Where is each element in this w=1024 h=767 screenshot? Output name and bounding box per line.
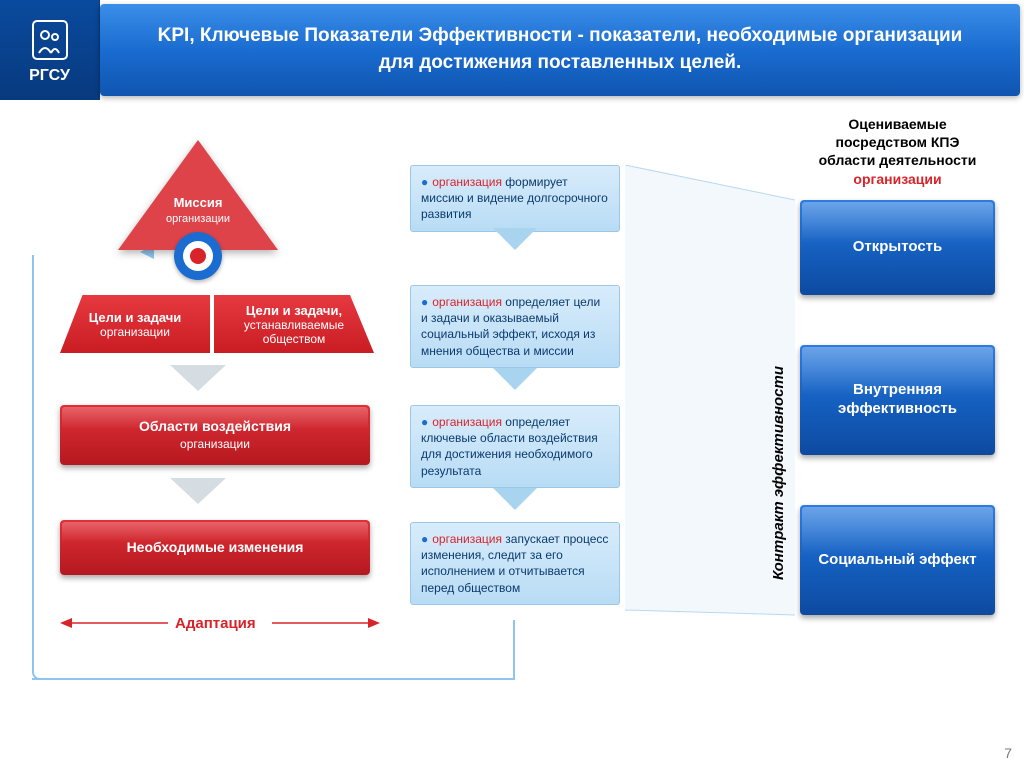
logo-icon	[25, 15, 75, 65]
goals-org-trap: Цели и задачи организации	[60, 295, 210, 353]
gray-arrow-2	[170, 478, 226, 504]
header: РГСУ KPI, Ключевые Показатели Эффективно…	[0, 0, 1024, 100]
blue-box-eff-text: Внутренняя эффективность	[808, 381, 987, 419]
donut-icon	[174, 232, 222, 280]
blue-box-efficiency: Внутренняя эффективность	[800, 345, 995, 455]
blue-box-open-text: Открытость	[853, 238, 943, 257]
gray-arrow-1	[170, 365, 226, 391]
changes-box: Необходимые изменения	[60, 520, 370, 575]
logo-text: РГСУ	[29, 67, 70, 85]
changes-text: Необходимые изменения	[127, 539, 304, 556]
goals-org-sub: организации	[100, 325, 170, 339]
desc-box-4: ●организация запускает процесс изменения…	[410, 522, 620, 605]
feedback-connector	[32, 678, 515, 680]
diagram-canvas: Миссияорганизации Цели и задачи организа…	[0, 110, 1024, 760]
page-title: KPI, Ключевые Показатели Эффективности -…	[140, 23, 980, 76]
title-bar: KPI, Ключевые Показатели Эффективности -…	[100, 4, 1020, 96]
adaptation-arrows-icon	[60, 612, 380, 634]
blue-arrow-3	[493, 488, 537, 510]
page-number: 7	[1004, 745, 1012, 761]
blue-box-social-text: Социальный эффект	[818, 551, 976, 570]
desc-box-3: ●организация определяет ключевые области…	[410, 405, 620, 488]
desc-box-2: ●организация определяет цели и задачи и …	[410, 285, 620, 368]
blue-arrow-2	[493, 368, 537, 390]
blue-arrow-1	[493, 228, 537, 250]
impact-text: Области воздействияорганизации	[139, 418, 291, 452]
logo-box: РГСУ	[0, 0, 100, 100]
impact-box: Области воздействияорганизации	[60, 405, 370, 465]
goals-soc-sub2: обществом	[263, 332, 326, 346]
goals-soc-trap: Цели и задачи, устанавливаемые обществом	[214, 295, 374, 353]
right-heading: Оцениваемые посредством КПЭ области деят…	[790, 115, 1005, 188]
blue-box-open: Открытость	[800, 200, 995, 295]
feedback-connector-v	[513, 620, 515, 680]
goals-org-title: Цели и задачи	[89, 310, 182, 325]
goals-soc-sub1: устанавливаемые	[244, 318, 344, 332]
goals-soc-title: Цели и задачи,	[246, 303, 342, 318]
mission-label: Миссияорганизации	[128, 195, 268, 225]
desc-box-1: ●организация формирует миссию и видение …	[410, 165, 620, 232]
contract-label: Контракт эффективности	[770, 366, 787, 580]
blue-box-social: Социальный эффект	[800, 505, 995, 615]
